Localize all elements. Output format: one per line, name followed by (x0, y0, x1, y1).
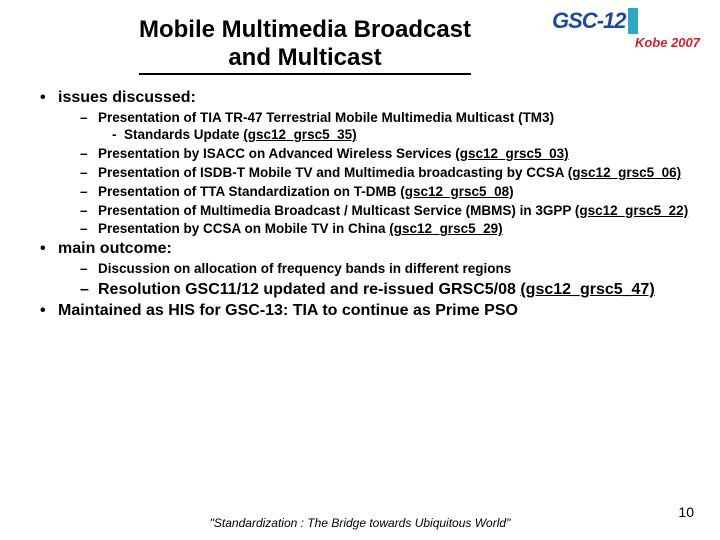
logo-top-row: GSC-12 (552, 8, 702, 37)
outcome-list: Discussion on allocation of frequency ba… (58, 261, 692, 300)
issue-item: Presentation of ISDB-T Mobile TV and Mul… (80, 165, 692, 182)
issue-item: Presentation of Multimedia Broadcast / M… (80, 203, 692, 220)
issue-subitem: Standards Update (gsc12_grsc5_35) (112, 127, 692, 144)
page-number: 10 (678, 504, 694, 520)
issue-text: Presentation of TTA Standardization on T… (98, 184, 400, 199)
title-line-1: Mobile Multimedia Broadcast (139, 16, 471, 43)
slide-content: issues discussed: Presentation of TIA TR… (28, 89, 692, 320)
maintained-item: Maintained as HIS for GSC-13: TIA to con… (40, 302, 692, 320)
issues-list: Presentation of TIA TR-47 Terrestrial Mo… (58, 110, 692, 238)
outcome-text: Resolution GSC11/12 updated and re-issue… (98, 281, 520, 298)
outcome-heading: main outcome: (58, 240, 172, 257)
gsc-logo: GSC-12 Kobe 2007 (552, 8, 702, 63)
outcome-item: Discussion on allocation of frequency ba… (80, 261, 692, 278)
issue-text: Presentation by ISACC on Advanced Wirele… (98, 146, 455, 161)
logo-12-text: -12 (597, 8, 626, 33)
logo-bar-icon (628, 8, 638, 34)
issue-ref: (gsc12_grsc5_22) (575, 203, 688, 218)
outcome-text: Discussion on allocation of frequency ba… (98, 261, 511, 276)
outcome-item: Resolution GSC11/12 updated and re-issue… (80, 280, 692, 300)
issue-text: Presentation by CCSA on Mobile TV in Chi… (98, 221, 389, 236)
outcome-ref: (gsc12_grsc5_47) (520, 281, 654, 298)
issue-text: Presentation of Multimedia Broadcast / M… (98, 203, 575, 218)
bullet-list: issues discussed: Presentation of TIA TR… (28, 89, 692, 320)
issue-sub-ref: (gsc12_grsc5_35) (243, 127, 356, 142)
logo-kobe-text: Kobe 2007 (552, 35, 702, 50)
issue-item: Presentation by CCSA on Mobile TV in Chi… (80, 221, 692, 238)
issue-ref: (gsc12_grsc5_03) (455, 146, 568, 161)
slide-footer: "Standardization : The Bridge towards Ub… (0, 516, 720, 530)
issue-ref: (gsc12_grsc5_29) (389, 221, 502, 236)
issues-heading: issues discussed: (58, 89, 196, 106)
title-line-2: and Multicast (228, 44, 381, 71)
outcome-section: main outcome: Discussion on allocation o… (40, 240, 692, 300)
issue-item: Presentation of TIA TR-47 Terrestrial Mo… (80, 110, 692, 144)
maintained-text: Maintained as HIS for GSC-13: TIA to con… (58, 302, 518, 319)
logo-gsc-text: GSC (552, 8, 597, 33)
issue-sublist: Standards Update (gsc12_grsc5_35) (98, 127, 692, 144)
issue-item: Presentation by ISACC on Advanced Wirele… (80, 146, 692, 163)
issue-item: Presentation of TTA Standardization on T… (80, 184, 692, 201)
issue-ref: (gsc12_grsc5_08) (400, 184, 513, 199)
issue-text: Presentation of ISDB-T Mobile TV and Mul… (98, 165, 568, 180)
issue-text: Presentation of TIA TR-47 Terrestrial Mo… (98, 110, 554, 125)
issue-sub-text: Standards Update (124, 127, 243, 142)
issue-ref: (gsc12_grsc5_06) (568, 165, 681, 180)
issues-section: issues discussed: Presentation of TIA TR… (40, 89, 692, 238)
slide: GSC-12 Kobe 2007 Mobile Multimedia Broad… (0, 0, 720, 540)
slide-title: Mobile Multimedia Broadcast and Multicas… (139, 16, 471, 75)
